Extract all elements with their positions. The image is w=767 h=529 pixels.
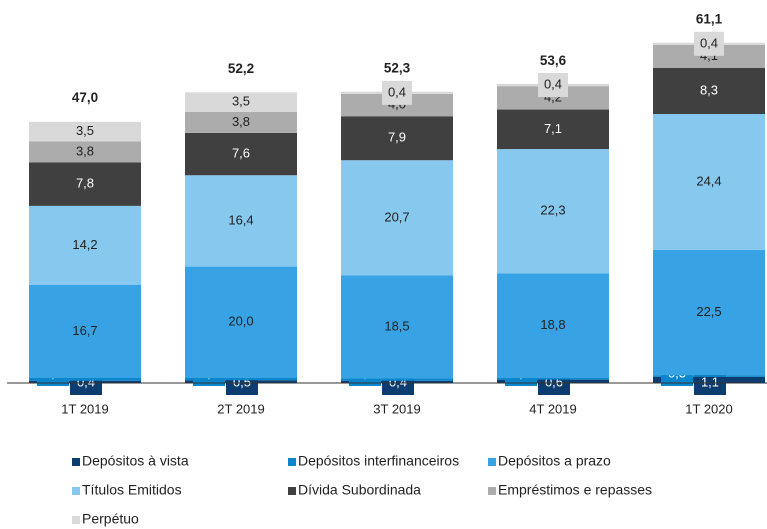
value-label: 8,3 <box>700 82 718 97</box>
value-label: 24,4 <box>696 173 721 188</box>
total-label: 61,1 <box>696 11 723 26</box>
value-label: 22,3 <box>540 203 565 218</box>
value-label: 0,4 <box>388 84 406 99</box>
total-label: 47,0 <box>72 90 98 105</box>
label-box <box>382 80 412 105</box>
bar-segment <box>497 109 609 150</box>
x-tick-label: 4T 2019 <box>529 401 576 416</box>
bar-segment <box>341 93 453 117</box>
bar-segment <box>341 116 453 161</box>
legend-label: Dívida Subordinada <box>298 482 421 498</box>
legend-swatch <box>288 487 296 495</box>
bar-segment <box>29 377 141 381</box>
bar-segment <box>341 378 453 381</box>
label-box <box>538 73 568 98</box>
bar-segment <box>653 44 765 68</box>
bar-segment <box>341 275 453 379</box>
bar-segment <box>185 132 297 176</box>
value-label: 7,8 <box>76 176 94 191</box>
value-label: 0,4 <box>544 76 562 91</box>
legend-swatch <box>288 458 296 466</box>
legend-swatch <box>72 458 80 466</box>
legend-label: Empréstimos e repasses <box>498 482 652 498</box>
value-label: 3,5 <box>232 93 250 108</box>
bar-segment <box>341 160 453 276</box>
value-label: 0,4 <box>700 35 718 50</box>
legend-label: Depósitos à vista <box>82 453 189 469</box>
value-label: 14,2 <box>72 237 97 252</box>
bar-segment <box>497 149 609 274</box>
bar-segment <box>497 273 609 378</box>
legend-swatch <box>488 487 496 495</box>
legend-label: Depósitos interfinanceiros <box>298 453 459 469</box>
value-label: 3,5 <box>76 123 94 138</box>
value-label: 18,8 <box>540 317 565 332</box>
bar-segment <box>185 377 297 381</box>
value-label: 7,9 <box>388 130 406 145</box>
legend-label: Perpétuo <box>82 511 139 527</box>
bar-segment <box>29 205 141 285</box>
total-label: 52,3 <box>384 60 411 75</box>
legend-swatch <box>488 458 496 466</box>
bar-segment <box>185 175 297 267</box>
legend-label: Títulos Emitidos <box>82 482 182 498</box>
bar-segment <box>29 121 141 142</box>
total-label: 52,2 <box>228 61 254 76</box>
legend-label: Depósitos a prazo <box>498 453 611 469</box>
legend-swatch <box>72 487 80 495</box>
x-tick-label: 1T 2020 <box>685 401 732 416</box>
x-tick-label: 2T 2019 <box>217 401 264 416</box>
value-label: 20,7 <box>384 209 409 224</box>
value-label: 1,1 <box>701 374 719 389</box>
x-tick-label: 3T 2019 <box>373 401 420 416</box>
legend-swatch <box>72 516 80 524</box>
bar-segment <box>653 114 765 250</box>
value-label: 18,5 <box>384 318 409 333</box>
value-label: 16,7 <box>72 323 97 338</box>
bar-segment <box>29 284 141 378</box>
bar-segment <box>185 111 297 133</box>
value-label: 3,8 <box>76 143 94 158</box>
value-label: 7,6 <box>232 146 250 161</box>
bar-segment <box>185 266 297 378</box>
value-label: 22,5 <box>696 304 721 319</box>
label-box <box>694 31 724 56</box>
value-label: 3,8 <box>232 114 250 129</box>
bar-segment <box>653 249 765 376</box>
value-label: 16,4 <box>228 212 253 227</box>
bar-segment <box>653 375 765 377</box>
value-label: 7,1 <box>544 121 562 136</box>
x-tick-label: 1T 2019 <box>61 401 108 416</box>
bar-segment <box>497 86 609 110</box>
bar-segment <box>29 162 141 206</box>
value-label: 20,0 <box>228 314 253 329</box>
bar-segment <box>497 377 609 380</box>
total-label: 53,6 <box>540 53 567 68</box>
bar-segment <box>653 67 765 115</box>
bar-segment <box>185 92 297 112</box>
bar-segment <box>29 141 141 163</box>
